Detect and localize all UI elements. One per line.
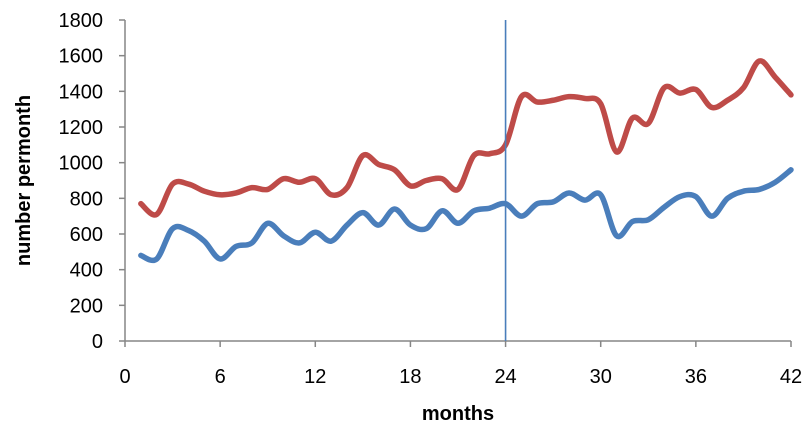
axes — [124, 20, 791, 342]
y-tick-label: 400 — [70, 260, 103, 282]
y-tick-label: 800 — [70, 188, 103, 210]
x-tick-label: 12 — [304, 366, 326, 388]
y-tick-label: 0 — [92, 331, 103, 353]
y-tick-label: 1400 — [59, 81, 104, 103]
tick-marks — [119, 19, 792, 347]
x-tick-label: 24 — [494, 366, 516, 388]
y-tick-label: 600 — [70, 224, 103, 246]
y-tick-label: 1200 — [59, 117, 104, 139]
x-axis-title: months — [422, 403, 494, 425]
y-tick-labels: 0 200 400 600 800 1000 1200 1400 1600 1800 — [59, 10, 104, 353]
y-tick-label: 1000 — [59, 153, 104, 175]
x-tick-label: 18 — [399, 366, 421, 388]
x-tick-labels: 0 6 12 18 24 30 36 42 — [119, 366, 802, 388]
series-line-2 — [138, 167, 794, 264]
x-tick-label: 30 — [590, 366, 612, 388]
y-tick-label: 200 — [70, 295, 103, 317]
x-tick-label: 6 — [215, 366, 226, 388]
y-tick-label: 1800 — [59, 10, 104, 32]
x-tick-label: 42 — [780, 366, 802, 388]
y-tick-label: 1600 — [59, 46, 104, 68]
x-tick-label: 0 — [119, 366, 130, 388]
series-lines — [138, 58, 794, 264]
y-axis-title: number permonth — [13, 95, 35, 266]
x-tick-label: 36 — [685, 366, 707, 388]
series-line-1 — [138, 58, 794, 218]
